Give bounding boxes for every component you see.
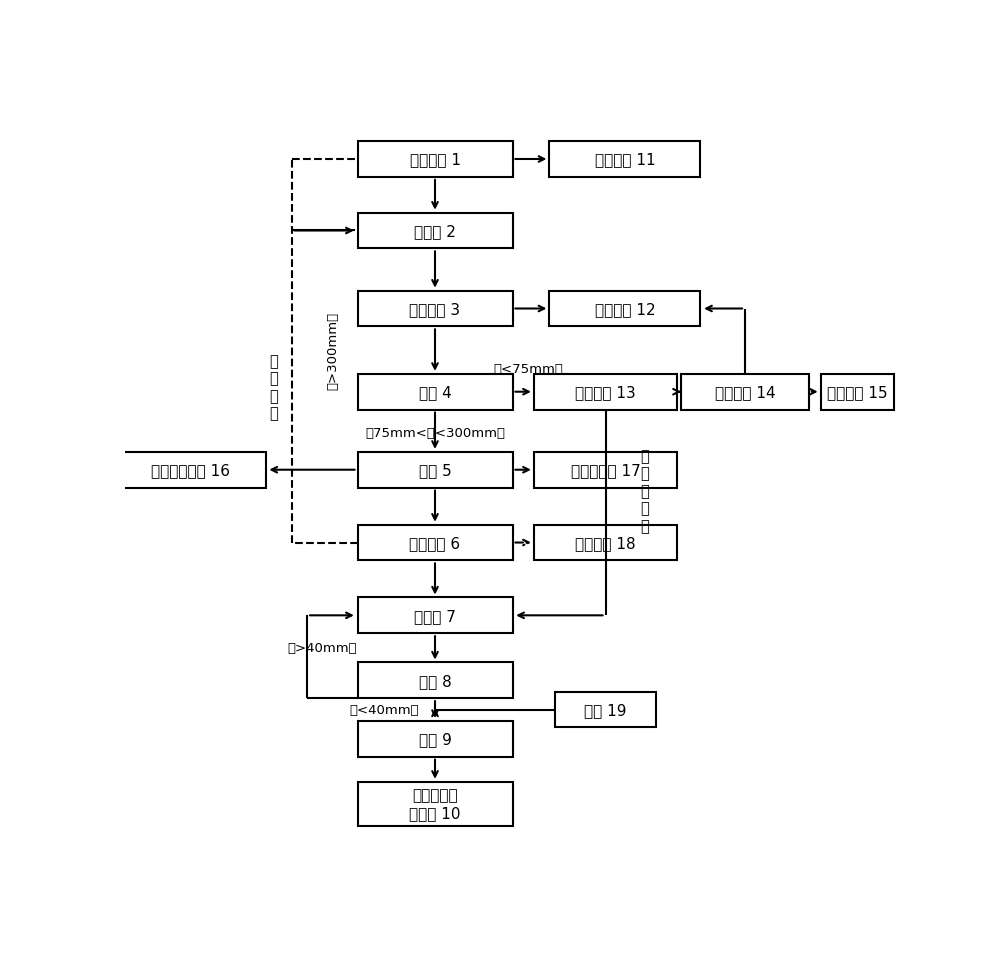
Text: 定型 9: 定型 9 xyxy=(419,732,451,746)
Bar xyxy=(358,453,512,488)
Bar xyxy=(534,525,677,560)
Bar xyxy=(549,292,700,327)
Text: 垃圾衍生燃
料仓库 10: 垃圾衍生燃 料仓库 10 xyxy=(409,788,461,821)
Text: （>300mm）: （>300mm） xyxy=(326,312,339,390)
Text: 粗筛 4: 粗筛 4 xyxy=(419,385,451,400)
Bar xyxy=(358,781,512,826)
Bar xyxy=(534,375,677,410)
Text: （>40mm）: （>40mm） xyxy=(288,641,357,655)
Text: 生物干化 1: 生物干化 1 xyxy=(410,152,460,168)
Bar xyxy=(681,375,809,410)
Text: 二次磁选 14: 二次磁选 14 xyxy=(715,385,775,400)
Bar xyxy=(358,662,512,699)
Text: 废
气
燃
烧: 废 气 燃 烧 xyxy=(269,354,278,420)
Text: 轻
质
可
燃
物: 轻 质 可 燃 物 xyxy=(640,449,649,534)
Bar xyxy=(549,142,700,177)
Text: 可回收物拣出 16: 可回收物拣出 16 xyxy=(151,463,230,477)
Text: 填埋处置 15: 填埋处置 15 xyxy=(827,385,888,400)
Bar xyxy=(358,292,512,327)
Bar xyxy=(115,453,266,488)
Bar xyxy=(358,525,512,560)
Bar xyxy=(358,142,512,177)
Text: 废水处理 11: 废水处理 11 xyxy=(595,152,655,168)
Text: 分拣 5: 分拣 5 xyxy=(419,463,451,477)
Bar xyxy=(358,598,512,634)
Text: 废气净化 18: 废气净化 18 xyxy=(575,536,636,551)
Text: 重力风选 13: 重力风选 13 xyxy=(575,385,636,400)
Bar xyxy=(821,375,894,410)
Text: 细筛 8: 细筛 8 xyxy=(419,673,451,688)
Bar xyxy=(358,721,512,757)
Text: 难破碎去除 17: 难破碎去除 17 xyxy=(571,463,640,477)
Text: 细破碎 7: 细破碎 7 xyxy=(414,608,456,623)
Text: 粗破碎 2: 粗破碎 2 xyxy=(414,224,456,239)
Text: 固氯 19: 固氯 19 xyxy=(584,702,627,718)
Text: （<40mm）: （<40mm） xyxy=(350,703,420,717)
Bar xyxy=(358,375,512,410)
Text: 金属回收 12: 金属回收 12 xyxy=(595,302,655,316)
Text: 热风干化 6: 热风干化 6 xyxy=(409,536,461,551)
Bar xyxy=(358,213,512,249)
Text: （75mm<＆<300mm）: （75mm<＆<300mm） xyxy=(365,426,505,439)
Bar xyxy=(555,692,656,728)
Text: （<75mm）: （<75mm） xyxy=(493,362,563,375)
Text: 一次磁选 3: 一次磁选 3 xyxy=(409,302,461,316)
Bar xyxy=(534,453,677,488)
